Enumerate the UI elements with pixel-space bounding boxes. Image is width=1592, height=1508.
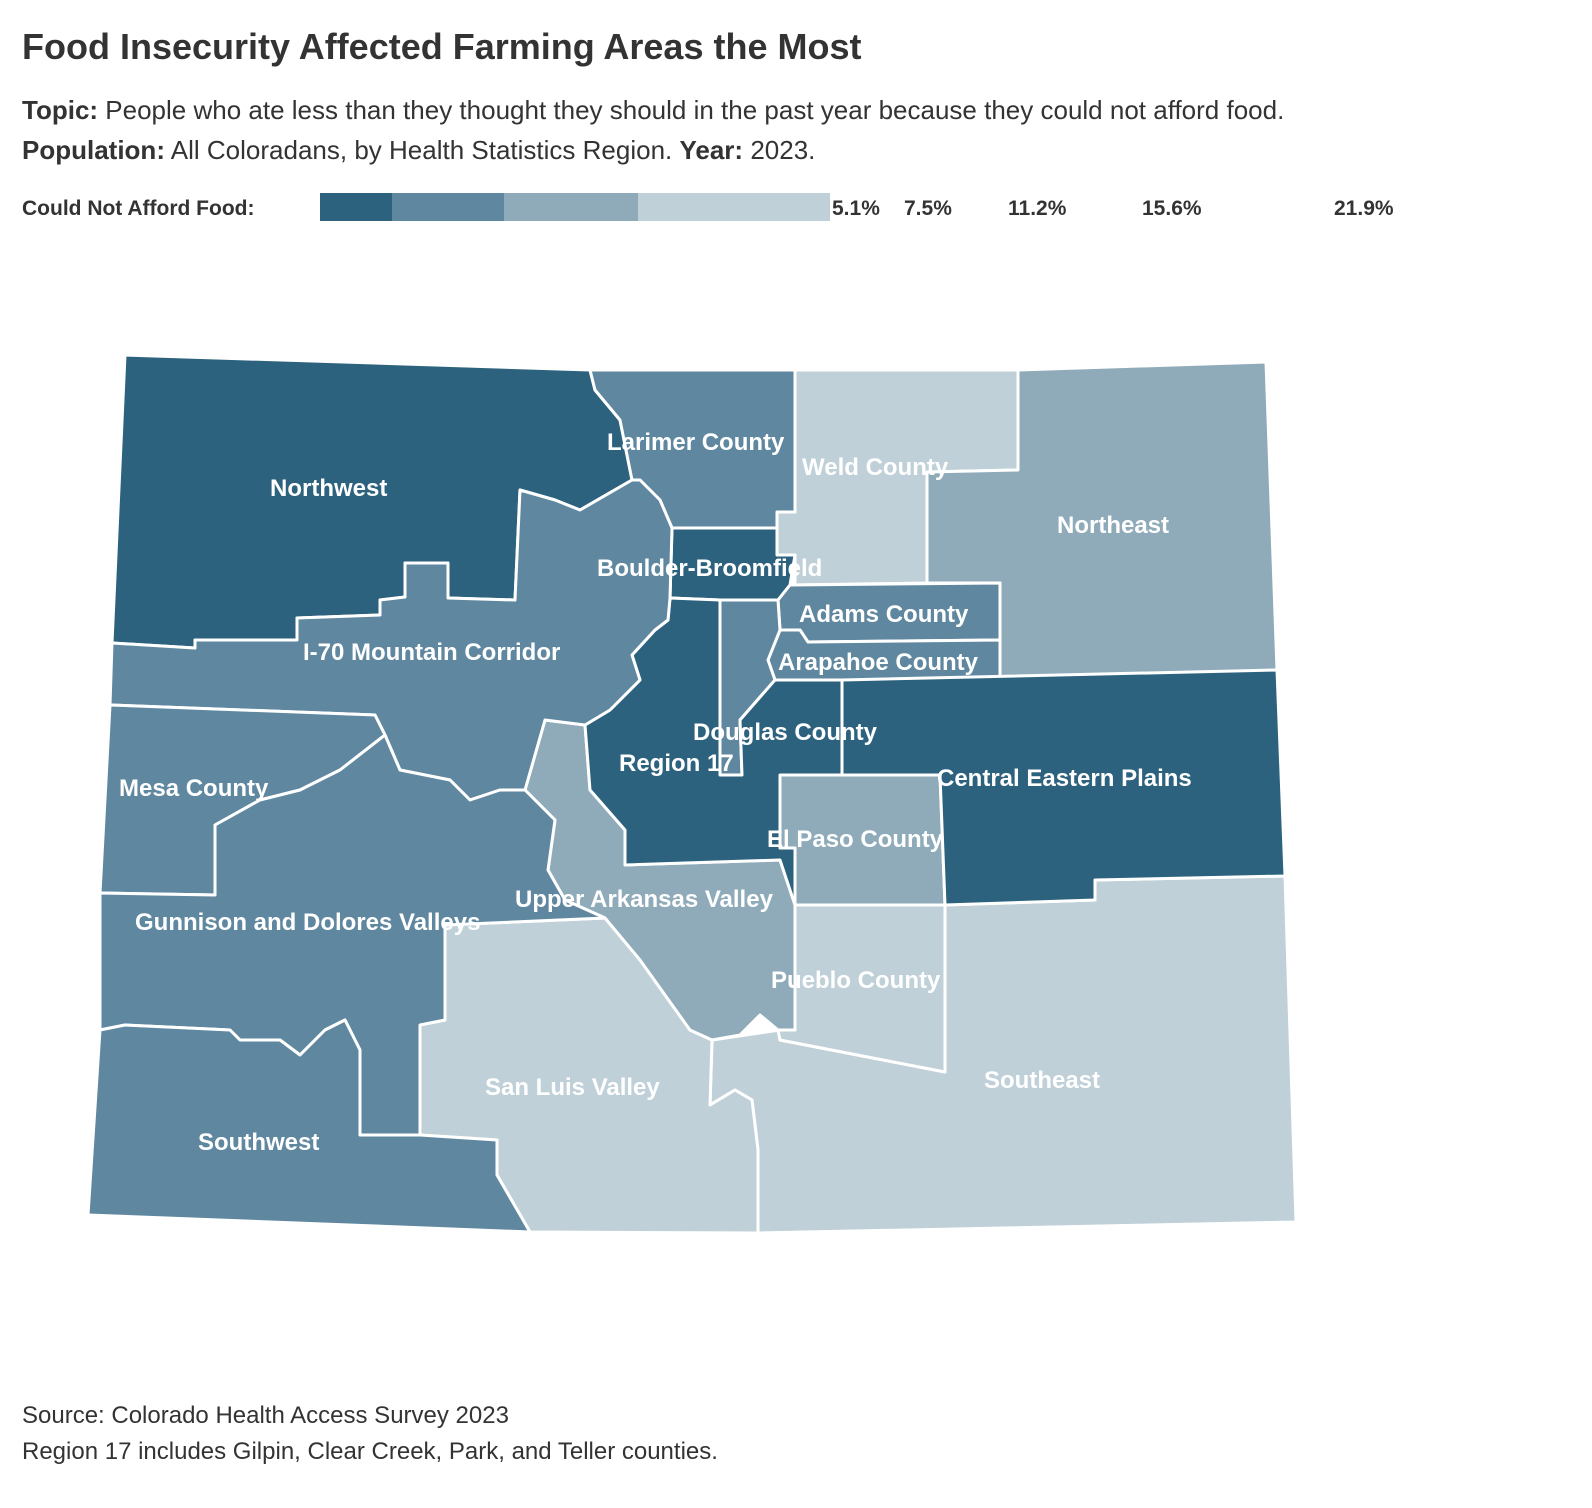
label-weld: Weld County [802, 454, 949, 481]
label-arapahoe: Arapahoe County [778, 649, 979, 676]
legend-tick-1: 5.1% [832, 197, 880, 220]
year-label: Year: [679, 135, 744, 165]
legend-swatch-2 [392, 193, 504, 221]
topic-line: Topic: People who ate less than they tho… [22, 90, 1582, 130]
label-pueblo: Pueblo County [771, 967, 941, 994]
legend-tick-4: 15.6% [1142, 197, 1202, 220]
label-douglas: Douglas County [693, 719, 878, 746]
legend-swatch-3 [504, 193, 638, 221]
legend-tick-3: 11.2% [1008, 197, 1067, 220]
legend-swatch-1 [320, 193, 392, 221]
population-label: Population: [22, 135, 165, 165]
label-boulder: Boulder-Broomfield [597, 555, 822, 582]
label-northwest: Northwest [270, 475, 387, 502]
label-southeast: Southeast [984, 1067, 1100, 1094]
label-larimer: Larimer County [607, 429, 785, 456]
legend-tick-5: 21.9% [1334, 197, 1394, 220]
year-text: 2023. [750, 135, 816, 165]
region-southwest[interactable] [86, 1018, 532, 1234]
label-region17: Region 17 [619, 750, 734, 777]
population-line: Population: All Coloradans, by Health St… [22, 130, 1582, 170]
topic-label: Topic: [22, 95, 99, 125]
legend-swatch-4 [638, 193, 830, 221]
region-note: Region 17 includes Gilpin, Clear Creek, … [22, 1438, 718, 1465]
subtitle: Topic: People who ate less than they tho… [22, 90, 1582, 170]
label-northeast: Northeast [1057, 512, 1169, 539]
label-upper-arkansas: Upper Arkansas Valley [515, 886, 774, 913]
legend-label: Could Not Afford Food: [22, 197, 255, 220]
region-central-eastern[interactable] [840, 668, 1287, 907]
label-southwest: Southwest [198, 1129, 319, 1156]
label-gunnison: Gunnison and Dolores Valleys [135, 909, 480, 936]
label-central-eastern: Central Eastern Plains [937, 765, 1192, 792]
label-elpaso: El Paso County [767, 826, 944, 853]
topic-text: People who ate less than they thought th… [105, 95, 1285, 125]
source-note: Source: Colorado Health Access Survey 20… [22, 1402, 509, 1429]
label-adams: Adams County [799, 601, 969, 628]
label-i70: I-70 Mountain Corridor [303, 639, 560, 666]
label-mesa: Mesa County [119, 775, 269, 802]
page-title: Food Insecurity Affected Farming Areas t… [22, 26, 862, 67]
label-san-luis: San Luis Valley [485, 1074, 660, 1101]
population-text: All Coloradans, by Health Statistics Reg… [170, 135, 673, 165]
legend-tick-2: 7.5% [904, 197, 952, 220]
footer: Source: Colorado Health Access Survey 20… [22, 1398, 718, 1470]
